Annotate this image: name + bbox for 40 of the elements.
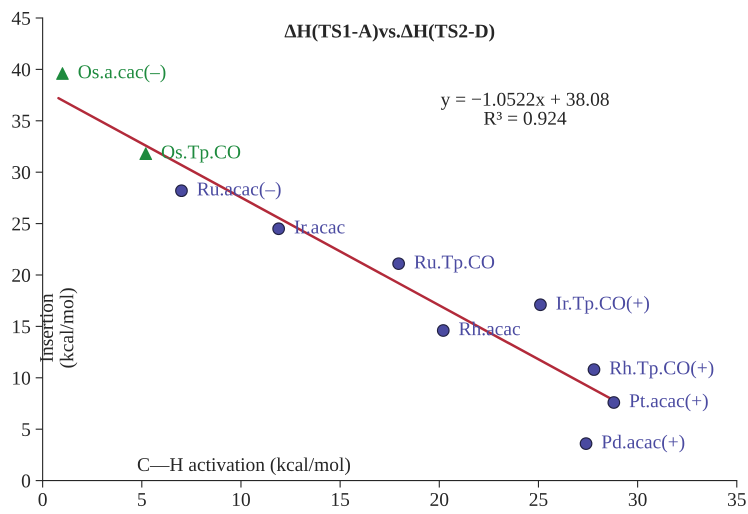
annotation: Pt.acac(+) (630, 394, 708, 412)
point (580, 437, 592, 450)
annotation: Ir.acac (294, 220, 345, 234)
chart-title: ΔH(TS1-A)vs.ΔH(TS2-D) (284, 24, 494, 42)
annotation: Os.a.cac(–) (78, 64, 166, 82)
point (272, 222, 286, 236)
annotation: Rh.Tp.CO(+) (610, 360, 714, 378)
y-tick-label: 20 (12, 268, 30, 282)
y-tick-label: 45 (12, 12, 30, 25)
annotation: y = −1.0522x + 38.08 R³ = 0.924 (440, 92, 609, 125)
x-tick-label: 35 (728, 493, 746, 506)
point (436, 324, 450, 337)
y-axis-title: Insertion (kcal/mol) (40, 288, 78, 368)
x-tick-label: 5 (138, 493, 146, 506)
x-tick-label: 30 (628, 492, 647, 506)
y-tick-label: 35 (12, 114, 30, 128)
annotation: Ru.Tp.CO (414, 255, 494, 272)
y-tick-label: 10 (13, 372, 30, 385)
point (175, 184, 188, 198)
point (56, 67, 69, 80)
x-tick-label: 15 (332, 493, 350, 506)
point (139, 147, 152, 160)
x-tick-label: 20 (430, 492, 448, 506)
x-tick-label: 0 (38, 492, 47, 506)
annotation: Ir.Tp.CO(+) (556, 296, 649, 314)
y-tick-label: 15 (13, 320, 30, 334)
y-tick-label: 25 (12, 217, 30, 231)
x-axis-title: C—H activation (kcal/mol) (138, 457, 350, 476)
annotation: Pd.acac(+) (602, 434, 684, 452)
y-tick-label: 0 (22, 474, 30, 488)
point (588, 363, 600, 376)
point (534, 298, 547, 312)
x-tick-label: 10 (232, 492, 250, 506)
point (392, 257, 405, 270)
annotation: Os.Tp.CO (162, 145, 240, 163)
point (607, 396, 620, 409)
y-tick-label: 40 (12, 63, 30, 76)
x-tick-label: 25 (530, 493, 548, 506)
y-tick-label: 5 (22, 423, 30, 436)
y-tick-label: 30 (12, 166, 30, 180)
